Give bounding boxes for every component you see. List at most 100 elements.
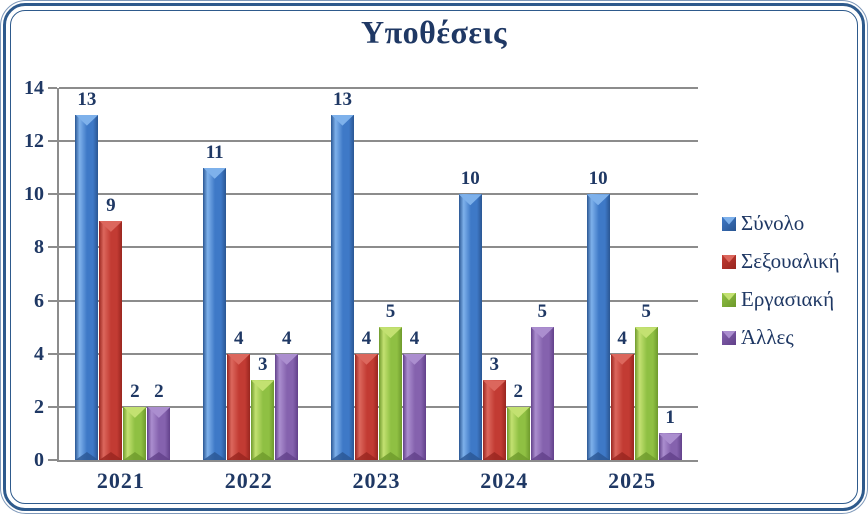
- y-tick-label: 12: [24, 130, 44, 153]
- legend-label: Σύνολο: [741, 211, 805, 235]
- bar-bottom-bevel: [355, 452, 378, 460]
- bar-bottom-bevel: [147, 452, 171, 460]
- bar-bottom-bevel: [634, 452, 658, 460]
- bar-Εργασιακή-2021: [123, 406, 147, 460]
- bar-body: [403, 353, 426, 460]
- bar-Σύνολο-2025: [586, 194, 610, 460]
- y-tick: [48, 140, 57, 143]
- bar-Άλλες-2024: [530, 327, 554, 460]
- value-label: 1: [665, 407, 675, 429]
- y-tick-label: 4: [34, 342, 44, 365]
- bar-body: [610, 353, 634, 460]
- bar-top-bevel: [403, 353, 426, 365]
- bar-body: [506, 406, 530, 460]
- bar-top-bevel: [634, 327, 658, 339]
- value-label: 4: [281, 327, 292, 349]
- bar-top-bevel: [251, 380, 275, 392]
- bar-body: [530, 327, 554, 460]
- bar-Άλλες-2022: [275, 353, 299, 460]
- y-tick: [48, 405, 57, 408]
- y-tick: [48, 299, 57, 302]
- bar-body: [123, 406, 147, 460]
- x-category-label: 2023: [352, 468, 401, 493]
- bar-bottom-bevel: [658, 452, 682, 460]
- bar-Σεξουαλική-2022: [227, 353, 251, 460]
- value-label: 10: [588, 168, 608, 190]
- legend-label: Εργασιακή: [741, 287, 835, 311]
- bar-body: [331, 114, 354, 460]
- bar-Άλλες-2021: [147, 406, 171, 460]
- bar-bottom-bevel: [610, 452, 634, 460]
- bar-Άλλες-2023: [403, 353, 426, 460]
- legend-item: Σεξουαλική: [722, 249, 840, 274]
- gridline: [59, 299, 698, 302]
- value-label: 2: [154, 380, 164, 402]
- value-label: 4: [233, 327, 244, 349]
- bar-body: [99, 220, 123, 460]
- bar-Εργασιακή-2024: [506, 406, 530, 460]
- y-tick-label: 8: [34, 236, 44, 259]
- bar-bottom-bevel: [403, 452, 426, 460]
- bar-body: [251, 380, 275, 460]
- bar-Εργασιακή-2023: [379, 327, 402, 460]
- legend-item: Εργασιακή: [722, 287, 840, 312]
- bar-top-bevel: [506, 406, 530, 418]
- bar-body: [482, 380, 506, 460]
- bar-Σύνολο-2021: [75, 114, 99, 460]
- gridline: [59, 405, 698, 408]
- bar-bottom-bevel: [482, 452, 506, 460]
- value-label: 4: [409, 327, 420, 349]
- bar-bottom-bevel: [458, 452, 482, 460]
- y-tick: [48, 459, 57, 461]
- bar-top-bevel: [458, 194, 482, 206]
- bar-top-bevel: [530, 327, 554, 339]
- gridline: [59, 352, 698, 355]
- bar-bottom-bevel: [203, 452, 227, 460]
- bar-top-bevel: [147, 406, 171, 418]
- value-label: 5: [641, 301, 651, 323]
- bar-Σύνολο-2022: [203, 167, 227, 460]
- y-tick: [48, 193, 57, 196]
- value-label: 2: [513, 380, 524, 402]
- y-tick-label: 0: [34, 449, 44, 471]
- y-tick: [48, 87, 57, 89]
- bar-bottom-bevel: [275, 452, 299, 460]
- bar-top-bevel: [379, 327, 402, 339]
- legend-marker-bevel: [722, 292, 736, 301]
- bar-bottom-bevel: [530, 452, 554, 460]
- value-label: 11: [205, 141, 224, 163]
- bar-body: [203, 167, 227, 460]
- bar-body: [379, 327, 402, 460]
- legend-item: Άλλες: [722, 325, 840, 350]
- value-label: 10: [460, 168, 480, 190]
- bar-body: [458, 194, 482, 460]
- legend-label: Σεξουαλική: [741, 249, 840, 273]
- bar-Σεξουαλική-2021: [99, 220, 123, 460]
- bar-body: [658, 433, 682, 460]
- y-tick: [48, 352, 57, 355]
- legend-marker: [722, 330, 736, 345]
- bar-bottom-bevel: [331, 452, 354, 460]
- bar-Σεξουαλική-2023: [355, 353, 378, 460]
- bar-bottom-bevel: [123, 452, 147, 460]
- bar-bottom-bevel: [379, 452, 402, 460]
- bar-Εργασιακή-2025: [634, 327, 658, 460]
- value-label: 3: [489, 354, 500, 376]
- bar-body: [275, 353, 299, 460]
- x-category-label: 2022: [224, 468, 273, 493]
- bar-body: [634, 327, 658, 460]
- bar-top-bevel: [355, 353, 378, 365]
- bar-top-bevel: [75, 114, 99, 126]
- legend-marker-bevel: [722, 216, 736, 225]
- y-tick-label: 10: [24, 183, 44, 206]
- legend-marker-bevel: [722, 330, 736, 339]
- bar-top-bevel: [203, 167, 227, 179]
- bar-Σύνολο-2024: [458, 194, 482, 460]
- legend-label: Άλλες: [741, 325, 794, 349]
- legend-marker: [722, 216, 736, 231]
- value-label: 9: [106, 194, 116, 216]
- bar-bottom-bevel: [586, 452, 610, 460]
- bar-top-bevel: [331, 114, 354, 126]
- bar-bottom-bevel: [506, 452, 530, 460]
